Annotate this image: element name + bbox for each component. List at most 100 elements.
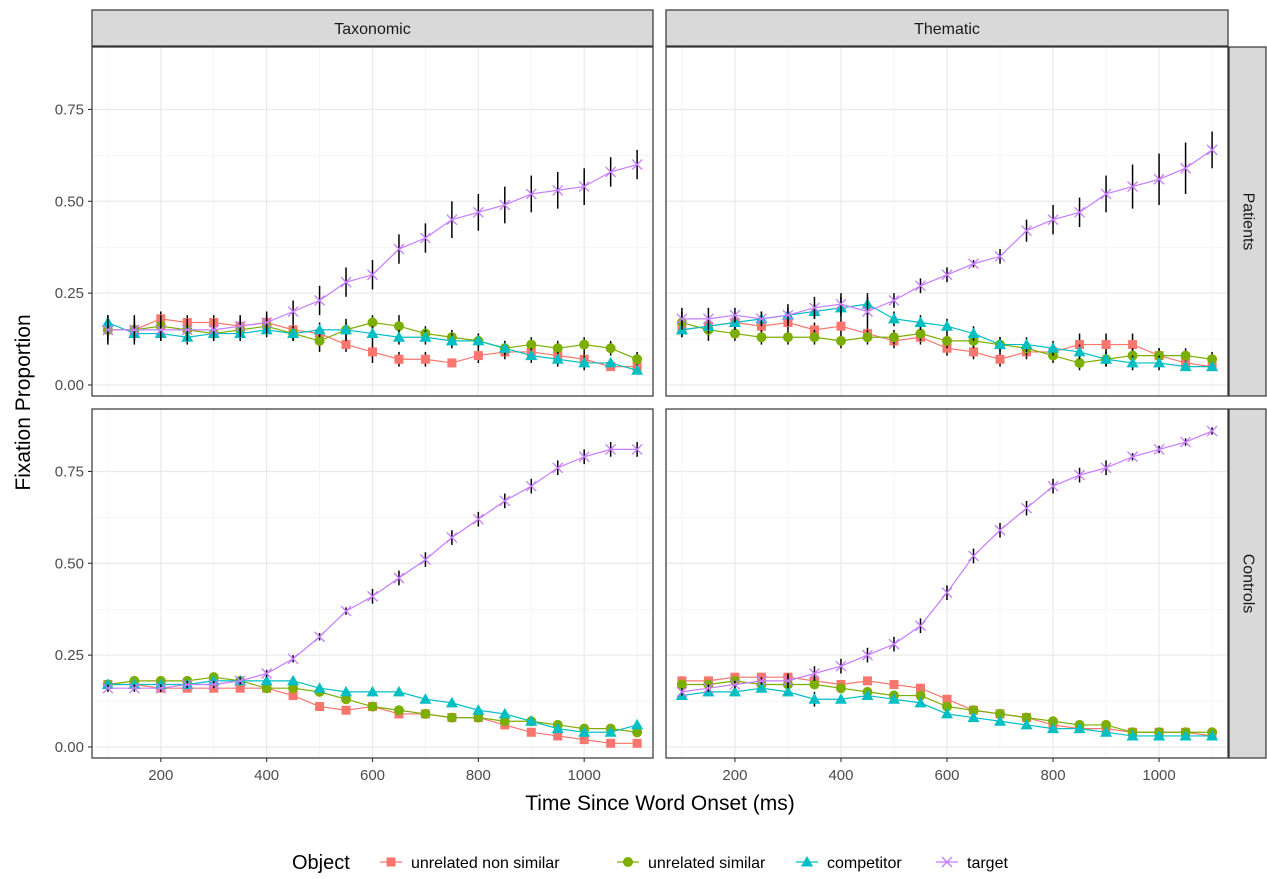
data-point <box>525 480 537 492</box>
data-point <box>887 312 900 324</box>
data-point <box>472 513 484 525</box>
data-point-stroke-b <box>552 462 564 474</box>
data-point <box>525 188 537 200</box>
data-point <box>1206 729 1219 741</box>
data-point <box>392 685 405 697</box>
data-point-stroke-b <box>340 605 352 617</box>
data-point <box>498 342 511 353</box>
data-point <box>288 683 299 694</box>
data-point-stroke-b <box>729 309 741 321</box>
data-point-stroke-b <box>155 682 167 694</box>
data-point-stroke-b <box>314 295 326 306</box>
data-point-stroke-b <box>835 298 847 310</box>
data-point-stroke-b <box>393 572 405 584</box>
data-point-stroke-b <box>472 206 484 218</box>
data-point <box>578 726 591 737</box>
y-tick-label: 0.50 <box>55 555 84 572</box>
data-point <box>208 679 220 690</box>
data-point <box>941 707 953 719</box>
data-point-stroke-b <box>128 682 140 694</box>
data-point <box>1047 722 1060 734</box>
data-point <box>498 707 511 719</box>
data-point-stroke-b <box>287 306 299 317</box>
data-point <box>967 327 980 339</box>
data-point <box>366 327 379 339</box>
data-point-stroke-b <box>155 324 167 336</box>
data-point-stroke-b <box>702 313 714 325</box>
data-point-stroke-b <box>915 280 926 292</box>
x-tick-label: 1000 <box>1142 767 1175 784</box>
legend-item-competitor: competitor <box>796 855 902 872</box>
data-point <box>419 554 431 566</box>
data-point-stroke-b <box>287 653 299 665</box>
x-tick-label: 800 <box>466 767 491 784</box>
series-target <box>676 425 1218 698</box>
data-point <box>579 339 590 350</box>
data-point <box>808 302 820 314</box>
data-point-stroke-b <box>888 638 900 650</box>
data-point <box>887 693 900 704</box>
data-point-stroke-b <box>1180 162 1192 174</box>
data-point <box>1179 729 1192 741</box>
data-point <box>1128 340 1138 350</box>
panel-border <box>665 46 1229 397</box>
data-point <box>499 716 510 727</box>
data-point-stroke-b <box>367 590 378 602</box>
data-point-stroke-b <box>578 181 590 193</box>
data-point <box>809 679 820 690</box>
data-point-stroke-b <box>261 668 273 679</box>
data-point-stroke-b <box>994 250 1006 262</box>
data-point <box>288 691 298 701</box>
data-point <box>781 685 794 697</box>
data-point <box>446 532 458 544</box>
facet-strip-controls <box>1228 408 1267 759</box>
data-point <box>862 649 873 661</box>
data-point <box>676 679 687 690</box>
data-point-stroke-b <box>862 306 873 317</box>
data-point <box>340 323 353 335</box>
data-point <box>968 705 979 716</box>
data-point-stroke-b <box>1206 144 1218 156</box>
data-point-stroke-b <box>314 631 326 643</box>
y-tick-label: 0.75 <box>55 463 84 480</box>
data-point <box>915 690 926 701</box>
data-point-stroke-b <box>181 679 193 690</box>
data-point <box>1127 181 1139 193</box>
data-point <box>419 331 432 342</box>
data-point <box>606 738 616 748</box>
data-point-stroke-b <box>941 269 953 281</box>
data-point-stroke-b <box>782 675 794 687</box>
facet-strip-label: Patients <box>1239 193 1256 251</box>
data-point <box>941 269 953 281</box>
x-tick-label: 200 <box>722 767 747 784</box>
y-tick-label: 0.25 <box>55 647 84 664</box>
data-point <box>473 712 484 723</box>
data-point-stroke-b <box>578 451 590 463</box>
data-point-stroke-b <box>234 675 246 687</box>
data-point <box>782 675 794 687</box>
data-point <box>1153 729 1166 741</box>
data-point <box>367 590 378 602</box>
legend-item-unrelated-similar: unrelated similar <box>617 855 766 872</box>
data-point <box>287 327 300 339</box>
series-competitor <box>101 674 644 737</box>
data-point <box>287 306 299 317</box>
panel-taxonomic-patients <box>91 46 654 397</box>
data-point-stroke-b <box>755 675 767 687</box>
data-point <box>862 306 873 317</box>
data-point <box>313 682 326 693</box>
y-axis-title: Fixation Proportion <box>12 314 35 490</box>
data-point <box>604 726 617 737</box>
y-tick-label: 0.25 <box>55 285 84 302</box>
data-point <box>808 668 820 679</box>
data-point <box>419 232 431 244</box>
data-point <box>393 243 405 255</box>
legend: Object unrelated non similar unrelated sim… <box>292 852 1008 874</box>
data-point <box>1179 360 1192 372</box>
data-point-stroke-b <box>261 317 273 328</box>
data-point <box>578 451 590 463</box>
data-point <box>1021 225 1032 237</box>
data-point <box>1180 162 1192 174</box>
data-point <box>128 682 140 694</box>
data-point-stroke-b <box>393 243 405 255</box>
